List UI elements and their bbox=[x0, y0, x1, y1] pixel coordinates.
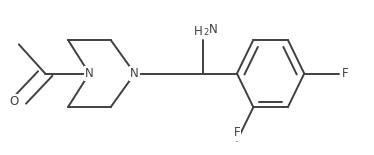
Text: $_2$N: $_2$N bbox=[203, 23, 219, 38]
Text: O: O bbox=[10, 95, 19, 108]
Text: N: N bbox=[131, 67, 139, 80]
Text: N: N bbox=[85, 67, 94, 80]
Text: F: F bbox=[341, 67, 348, 80]
Text: H: H bbox=[194, 25, 203, 38]
Text: F: F bbox=[234, 126, 240, 140]
